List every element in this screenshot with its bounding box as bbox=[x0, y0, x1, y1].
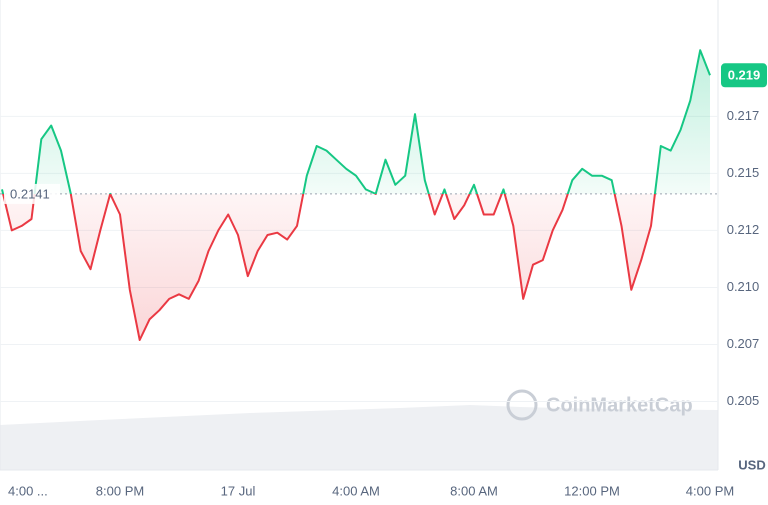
x-tick-label: 4:00 PM bbox=[686, 483, 734, 498]
y-tick-label: 0.212 bbox=[727, 222, 760, 237]
current-price-label: 0.219 bbox=[728, 68, 761, 83]
y-tick-label: 0.210 bbox=[727, 279, 760, 294]
watermark: CoinMarketCap bbox=[506, 389, 693, 421]
x-tick-label: 12:00 PM bbox=[564, 483, 620, 498]
x-tick-label: 8:00 AM bbox=[450, 483, 498, 498]
volume-area bbox=[0, 405, 718, 470]
x-tick-label: 4:00 ... bbox=[8, 483, 48, 498]
y-tick-label: 0.207 bbox=[727, 336, 760, 351]
x-tick-label: 8:00 PM bbox=[96, 483, 144, 498]
watermark-logo bbox=[506, 389, 538, 421]
x-tick-label: 17 Jul bbox=[221, 483, 256, 498]
current-price-tag bbox=[721, 63, 767, 88]
x-tick-label: 4:00 AM bbox=[332, 483, 380, 498]
y-tick-label: 0.215 bbox=[727, 165, 760, 180]
y-unit: USD bbox=[738, 457, 765, 472]
y-tick-label: 0.205 bbox=[727, 393, 760, 408]
y-tick-label: 0.217 bbox=[727, 108, 760, 123]
baseline-label-bg bbox=[4, 183, 60, 204]
watermark-text: CoinMarketCap bbox=[546, 394, 693, 416]
baseline-label: 0.2141 bbox=[10, 186, 50, 201]
price-line bbox=[1, 49, 711, 341]
area bbox=[2, 50, 710, 340]
